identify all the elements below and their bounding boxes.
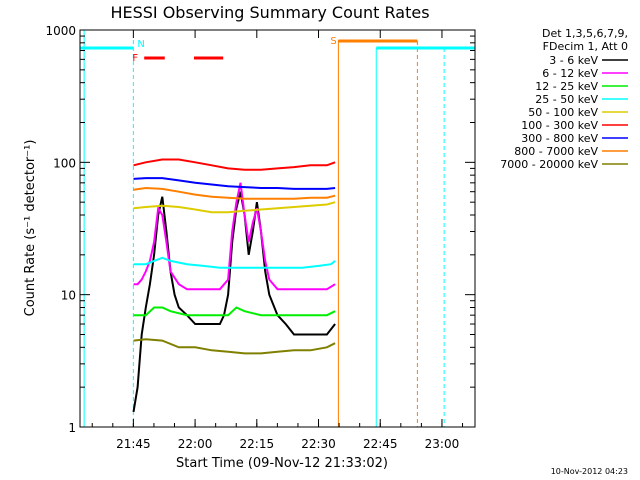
legend-label-7: 800 - 7000 keV [514, 145, 598, 158]
x-tick-label-1: 22:00 [178, 437, 213, 451]
legend-label-3: 25 - 50 keV [535, 93, 598, 106]
legend-header-line-1: Det 1,3,5,6,7,9, [542, 27, 628, 40]
series-line-4 [133, 201, 336, 214]
legend: Det 1,3,5,6,7,9, FDecim 1, Att 0 3 - 6 k… [500, 27, 628, 171]
series-line-3 [133, 256, 336, 269]
legend-label-4: 50 - 100 keV [528, 106, 598, 119]
series-line-2 [133, 306, 336, 317]
legend-label-8: 7000 - 20000 keV [500, 158, 598, 171]
series-line-1 [133, 182, 336, 291]
annotation-s: S [330, 36, 336, 47]
series-line-6 [133, 177, 336, 190]
series-line-7 [133, 186, 336, 200]
x-tick-label-4: 22:45 [363, 437, 398, 451]
x-axis-label: Start Time (09-Nov-12 21:33:02) [176, 456, 388, 471]
x-tick-label-0: 21:45 [116, 437, 151, 451]
legend-label-1: 6 - 12 keV [542, 67, 598, 80]
legend-label-6: 300 - 800 keV [521, 132, 598, 145]
series-line-5 [133, 158, 336, 171]
timestamp: 10-Nov-2012 04:23 [551, 467, 628, 476]
chart-title: HESSI Observing Summary Count Rates [110, 3, 429, 22]
legend-header-line-2: FDecim 1, Att 0 [543, 40, 628, 53]
y-tick-label-1: 10 [61, 289, 76, 303]
y-tick-label-2: 100 [53, 156, 76, 170]
annotation-f: F [132, 53, 138, 64]
x-tick-label-2: 22:15 [240, 437, 275, 451]
legend-label-0: 3 - 6 keV [549, 54, 598, 67]
x-tick-label-5: 23:00 [425, 437, 460, 451]
legend-label-2: 12 - 25 keV [535, 80, 598, 93]
series-line-8 [133, 338, 336, 355]
legend-label-5: 100 - 300 keV [521, 119, 598, 132]
y-tick-label-0: 1 [68, 421, 76, 435]
series-layer [132, 158, 336, 413]
x-axis: 21:45 22:00 22:15 22:30 22:45 23:00 [91, 30, 464, 451]
annotation-n: N [137, 39, 144, 50]
y-tick-label-3: 1000 [45, 24, 76, 38]
y-axis-label: Count Rate (s⁻¹ detector⁻¹) [23, 140, 38, 317]
y-axis: 1 10 100 1000 [45, 24, 475, 435]
overlay-markers: NF S [80, 30, 475, 427]
x-tick-label-3: 22:30 [301, 437, 336, 451]
